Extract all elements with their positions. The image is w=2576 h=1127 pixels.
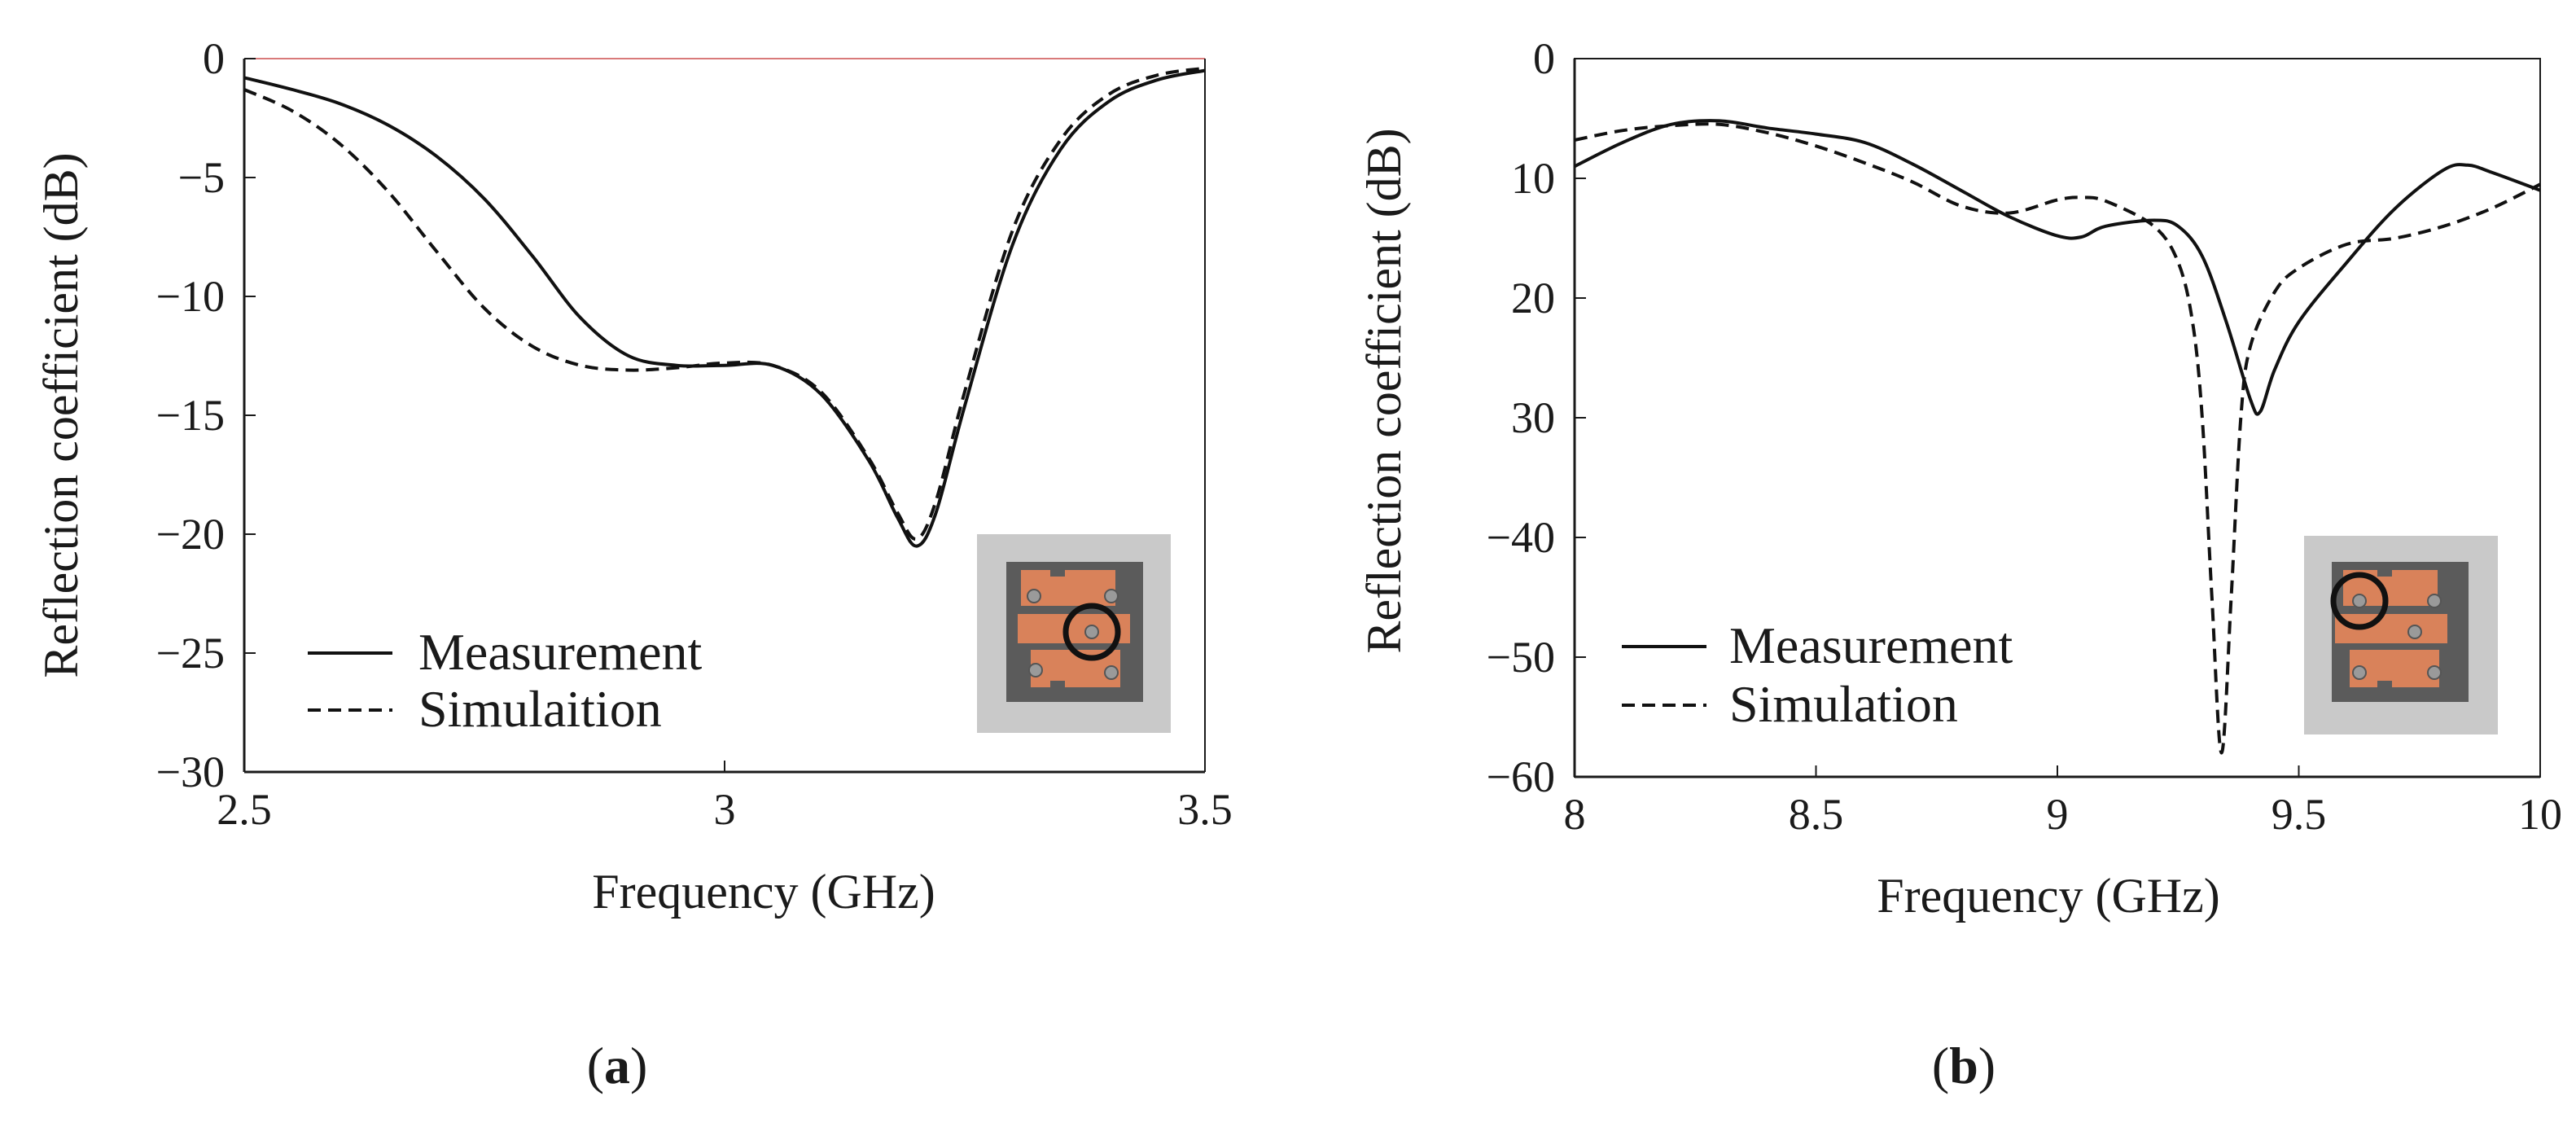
y-tick-label-a-3: −15 [156,391,225,440]
measurement-line-b [1574,119,2541,416]
y-tick-label-b-1: 10 [1511,154,1555,203]
x-tick-label-a-0: 2.5 [217,785,272,834]
panel-label-letter-a: a [604,1037,630,1094]
x-tick-label-a-2: 3.5 [1177,785,1233,834]
simulation-line-b [1574,122,2541,755]
y-axis-title-a: Reflection coefficient (dB) [34,152,88,678]
y-tick-label-a-2: −10 [156,272,225,321]
inset-photo-a [977,534,1171,733]
x-tick-label-b-2: 9 [2047,790,2069,839]
y-tick-label-b-6: −60 [1487,752,1555,801]
legend-label-measurement-b: Measurement [1729,616,2013,674]
x-tick-label-b-0: 8 [1564,790,1586,839]
x-axis-title-b: Frequency (GHz) [1877,869,2220,923]
legend-b: Measurement Simulation [1622,616,2013,733]
simulation-line-a [243,66,1206,541]
feed-circle-icon-a [1062,603,1121,661]
y-tick-label-a-6: −30 [156,748,225,796]
panel-b: 8 8.5 9 9.5 10 0 10 20 30 −40 −50 −60 Reflection co… [1357,34,2562,1094]
feed-circle-icon-b [2330,572,2389,630]
y-tick-label-b-3: 30 [1511,393,1555,442]
y-tick-label-b-5: −50 [1487,633,1555,682]
legend-a: Measurement Simulaition [308,623,703,738]
x-tick-label-b-1: 8.5 [1789,790,1844,839]
legend-label-simulation-b: Simulation [1729,675,1958,733]
y-tick-label-b-0: 0 [1533,34,1555,83]
y-tick-label-a-0: 0 [203,34,225,83]
panel-label-letter-b: b [1949,1037,1978,1094]
panel-label-b: (b) [1932,1037,1996,1094]
y-tick-label-a-4: −20 [156,510,225,559]
y-tick-label-b-2: 20 [1511,274,1555,322]
panel-a: 2.5 3 3.5 0 −5 −10 −15 −20 −25 −30 Reflection coe… [34,34,1233,1094]
x-tick-label-a-1: 3 [714,785,736,834]
x-tick-label-b-4: 10 [2518,790,2562,839]
y-tick-label-a-1: −5 [178,153,225,202]
y-tick-label-b-4: −40 [1487,513,1555,562]
ticks-b: 8 8.5 9 9.5 10 0 10 20 30 −40 −50 −60 [1487,34,2562,839]
y-axis-title-b: Reflection coefficient (dB) [1357,128,1411,653]
inset-photo-b [2304,536,2498,735]
legend-label-measurement-a: Measurement [418,623,703,681]
legend-label-simulation-a: Simulaition [418,680,662,738]
y-tick-label-a-5: −25 [156,629,225,678]
panel-label-a: (a) [587,1037,648,1094]
x-axis-title-a: Frequency (GHz) [592,865,935,919]
ticks-a: 2.5 3 3.5 0 −5 −10 −15 −20 −25 −30 [156,34,1233,834]
x-tick-label-b-3: 9.5 [2272,790,2327,839]
